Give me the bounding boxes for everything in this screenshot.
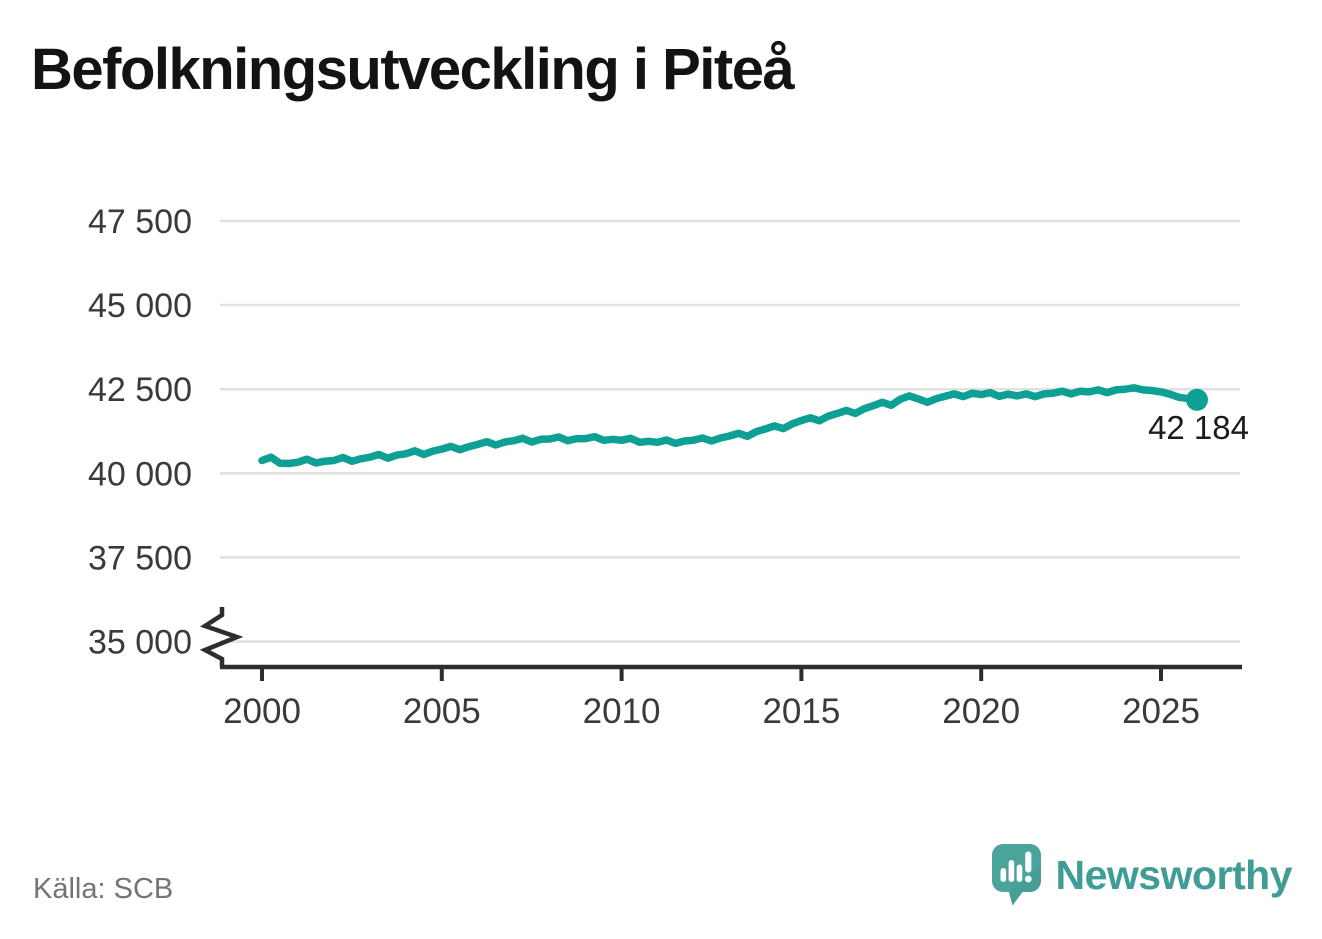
x-axis-tick-label: 2020	[942, 692, 1020, 731]
y-axis-tick-label: 47 500	[88, 203, 192, 241]
y-axis-break-mark	[199, 607, 244, 667]
x-axis-tick-label: 2015	[762, 692, 840, 731]
chart-title: Befolkningsutveckling i Piteå	[31, 37, 795, 102]
latest-value-dot	[1186, 388, 1208, 411]
latest-value-label: 42 184	[1148, 409, 1249, 446]
newsworthy-brand-name: Newsworthy	[1055, 852, 1293, 898]
y-axis-tick-label: 40 000	[88, 455, 192, 493]
population-line-chart: 47 500 45 000 42 500 40 000 37 500 35 000 2000…	[88, 203, 1249, 731]
newsworthy-logo: Newsworthy	[991, 844, 1293, 906]
x-axis-tick-label: 2025	[1122, 692, 1200, 731]
source-label: Källa: SCB	[33, 873, 174, 905]
y-axis-tick-label: 37 500	[88, 539, 192, 577]
x-axis-tick-label: 2000	[223, 692, 301, 731]
y-axis-tick-label: 45 000	[88, 287, 192, 325]
y-axis-tick-label: 42 500	[88, 371, 192, 409]
population-line	[258, 384, 1201, 468]
x-axis-tick-label: 2010	[583, 692, 661, 731]
y-axis-tick-label: 35 000	[88, 624, 192, 662]
newsworthy-speech-bubble-barchart-icon	[991, 844, 1041, 906]
x-axis-tick-label: 2005	[403, 692, 481, 731]
